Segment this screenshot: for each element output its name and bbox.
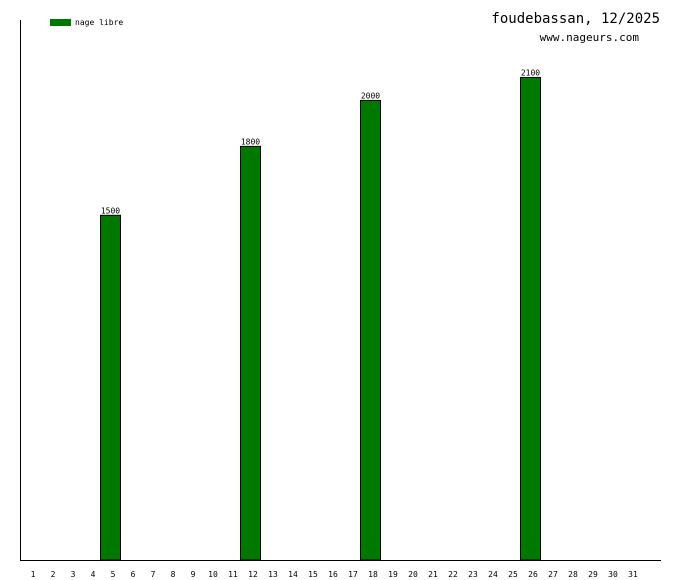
x-tick-label-8: 8 [171,570,176,579]
x-tick-label-10: 10 [208,570,218,579]
x-tick-label-22: 22 [448,570,458,579]
x-tick-label-25: 25 [508,570,518,579]
x-tick-label-7: 7 [151,570,156,579]
bar-day-26 [520,76,541,561]
x-tick-label-30: 30 [608,570,618,579]
x-tick-label-3: 3 [71,570,76,579]
legend-label: nage libre [75,18,123,27]
bar-day-5 [100,214,121,561]
x-tick-label-16: 16 [328,570,338,579]
x-tick-label-9: 9 [191,570,196,579]
axes-layer [20,20,661,561]
bar-day-12 [240,145,261,561]
x-tick-label-1: 1 [31,570,36,579]
data-labels: 1500 1800 2000 2100 [101,68,540,215]
x-tick-label-5: 5 [111,570,116,579]
x-tick-label-29: 29 [588,570,598,579]
x-tick-label-2: 2 [51,570,56,579]
x-tick-labels: 1 2 3 4 5 6 7 8 9 10 11 12 13 14 15 16 17 18 19 20 21 22 23 24 2… [31,570,638,579]
x-tick-label-26: 26 [528,570,538,579]
x-tick-label-23: 23 [468,570,478,579]
x-tick-label-12: 12 [248,570,258,579]
chart-subtitle: www.nageurs.com [540,31,640,44]
x-tick-label-4: 4 [91,570,96,579]
x-tick-label-13: 13 [268,570,278,579]
legend-swatch [50,19,71,26]
legend: nage libre [50,18,123,27]
data-label-day-5: 1500 [101,206,120,215]
x-tick-label-18: 18 [368,570,378,579]
x-tick-label-21: 21 [428,570,438,579]
x-tick-label-31: 31 [628,570,638,579]
chart-title: foudebassan, 12/2025 [491,11,660,27]
x-tick-label-17: 17 [348,570,358,579]
bars-layer [100,76,541,561]
x-tick-label-19: 19 [388,570,398,579]
x-tick-label-14: 14 [288,570,298,579]
data-label-day-18: 2000 [361,91,380,100]
x-tick-label-20: 20 [408,570,418,579]
bar-day-18 [360,99,381,561]
data-label-day-12: 1800 [241,137,260,146]
x-tick-label-11: 11 [228,570,238,579]
x-tick-label-28: 28 [568,570,578,579]
x-tick-label-6: 6 [131,570,136,579]
x-tick-label-15: 15 [308,570,318,579]
data-label-day-26: 2100 [521,68,540,77]
x-tick-label-27: 27 [548,570,558,579]
x-tick-label-24: 24 [488,570,498,579]
